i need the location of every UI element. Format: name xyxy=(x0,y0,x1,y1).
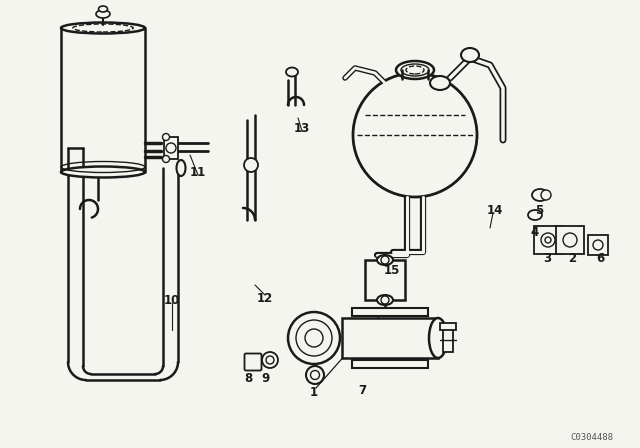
Text: 4: 4 xyxy=(531,225,539,238)
Bar xyxy=(534,226,562,254)
Ellipse shape xyxy=(461,48,479,62)
Bar xyxy=(440,323,456,330)
Text: 12: 12 xyxy=(257,292,273,305)
Ellipse shape xyxy=(286,68,298,77)
Ellipse shape xyxy=(61,22,145,34)
Text: 14: 14 xyxy=(487,203,503,216)
Ellipse shape xyxy=(99,6,108,12)
Circle shape xyxy=(541,190,551,200)
Bar xyxy=(352,360,428,368)
Text: 9: 9 xyxy=(261,371,269,384)
Ellipse shape xyxy=(377,295,393,305)
Text: 7: 7 xyxy=(358,383,366,396)
Bar xyxy=(365,260,405,300)
Bar xyxy=(164,137,178,159)
Bar xyxy=(443,324,453,352)
Ellipse shape xyxy=(61,167,145,177)
Circle shape xyxy=(163,134,170,141)
Ellipse shape xyxy=(396,61,434,79)
Ellipse shape xyxy=(377,255,393,265)
Text: C0304488: C0304488 xyxy=(570,432,614,441)
Circle shape xyxy=(353,73,477,197)
Text: 10: 10 xyxy=(164,293,180,306)
Circle shape xyxy=(262,352,278,368)
Ellipse shape xyxy=(430,76,450,90)
FancyBboxPatch shape xyxy=(244,353,262,370)
Circle shape xyxy=(288,312,340,364)
Ellipse shape xyxy=(528,210,542,220)
Circle shape xyxy=(163,155,170,163)
Text: 1: 1 xyxy=(310,385,318,399)
Text: 11: 11 xyxy=(190,165,206,178)
Ellipse shape xyxy=(532,189,548,201)
Bar xyxy=(556,226,584,254)
Ellipse shape xyxy=(96,10,110,18)
Ellipse shape xyxy=(177,160,186,176)
Ellipse shape xyxy=(429,318,447,358)
Circle shape xyxy=(244,158,258,172)
Bar xyxy=(588,235,608,255)
Text: 15: 15 xyxy=(384,263,400,276)
Text: 6: 6 xyxy=(596,251,604,264)
Text: 2: 2 xyxy=(568,251,576,264)
Text: 13: 13 xyxy=(294,121,310,134)
Text: 3: 3 xyxy=(543,251,551,264)
Text: 5: 5 xyxy=(535,203,543,216)
Circle shape xyxy=(306,366,324,384)
Bar xyxy=(352,308,428,316)
Bar xyxy=(342,318,438,358)
Text: 8: 8 xyxy=(244,371,252,384)
